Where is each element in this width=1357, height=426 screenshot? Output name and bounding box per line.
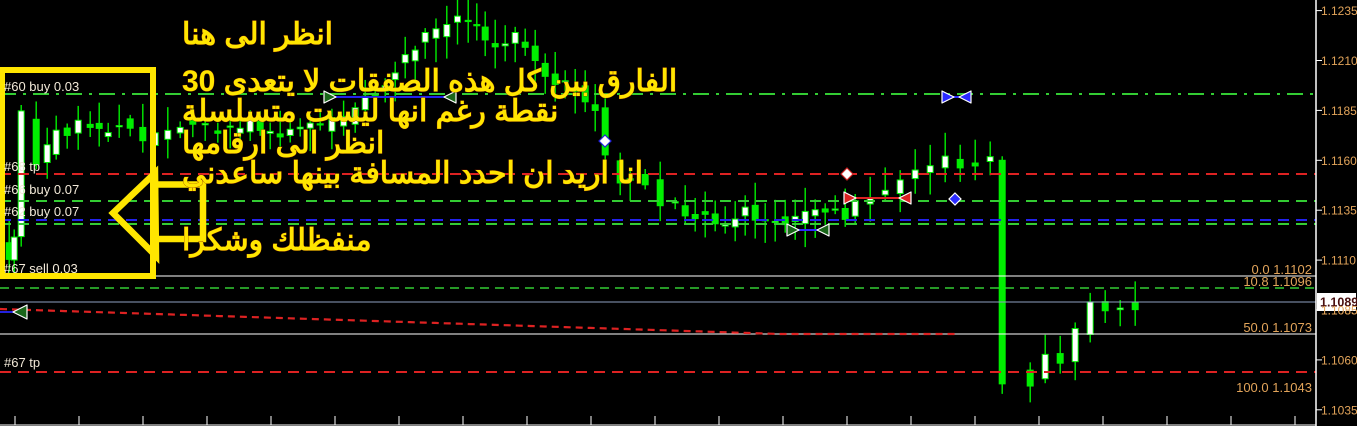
svg-text:#60 buy 0.03: #60 buy 0.03: [4, 79, 79, 94]
svg-text:منفظلك وشكرا: منفظلك وشكرا: [182, 224, 372, 258]
svg-text:1.1235: 1.1235: [1321, 4, 1357, 18]
svg-text:1.1160: 1.1160: [1321, 154, 1357, 168]
svg-text:1.1135: 1.1135: [1321, 204, 1357, 218]
svg-text:1.1210: 1.1210: [1321, 54, 1357, 68]
svg-text:100.0 1.1043: 100.0 1.1043: [1236, 380, 1312, 395]
svg-text:#67 sell 0.03: #67 sell 0.03: [4, 261, 78, 276]
svg-text:انا اريد ان احدد المسافة بينها: انا اريد ان احدد المسافة بينها ساعدني: [182, 157, 643, 191]
svg-text:1.1085: 1.1085: [1321, 304, 1357, 318]
svg-text:انظر الى ارقامها: انظر الى ارقامها: [182, 127, 384, 161]
svg-text:انظر الى هنا: انظر الى هنا: [182, 18, 333, 52]
svg-text:50.0 1.1073: 50.0 1.1073: [1243, 320, 1312, 335]
svg-text:1.1035: 1.1035: [1321, 403, 1357, 417]
svg-text:#62 buy 0.07: #62 buy 0.07: [4, 204, 79, 219]
svg-text:#67 tp: #67 tp: [4, 355, 40, 370]
svg-text:1.1185: 1.1185: [1321, 104, 1357, 118]
svg-text:نقطة رغم انها ليست متسلسلة: نقطة رغم انها ليست متسلسلة: [182, 95, 558, 129]
svg-text:1.1110: 1.1110: [1321, 254, 1356, 268]
svg-text:1.1060: 1.1060: [1321, 353, 1357, 367]
svg-text:الفارق بين كل هذه الصفقات لا ي: الفارق بين كل هذه الصفقات لا يتعدى 30: [182, 65, 677, 99]
svg-text:#68 tp: #68 tp: [4, 159, 40, 174]
svg-text:#66 buy 0.07: #66 buy 0.07: [4, 182, 79, 197]
svg-text:10.8 1.1096: 10.8 1.1096: [1243, 274, 1312, 289]
